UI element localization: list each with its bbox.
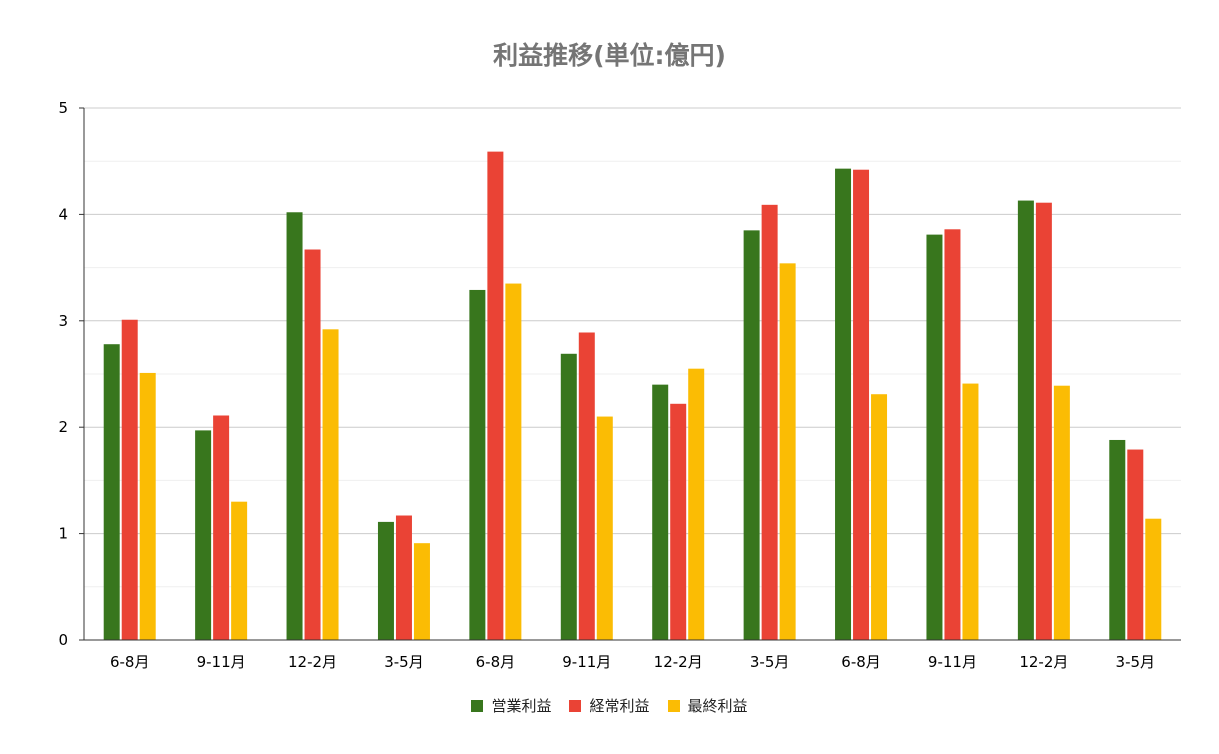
bar	[487, 151, 504, 640]
bar	[1017, 200, 1034, 640]
x-tick-label: 12-2月	[288, 653, 337, 671]
y-tick-label: 2	[58, 418, 68, 436]
legend-label: 営業利益	[491, 697, 552, 715]
x-tick-label: 3-5月	[384, 653, 424, 671]
bar	[926, 234, 943, 640]
bar	[670, 403, 687, 640]
bar	[286, 212, 303, 640]
x-tick-label: 6-8月	[841, 653, 881, 671]
bar	[213, 415, 230, 640]
x-tick-label: 9-11月	[562, 653, 611, 671]
bar	[688, 368, 705, 640]
legend-item: 経常利益	[569, 695, 650, 716]
bar	[1053, 385, 1070, 640]
bar	[944, 229, 961, 640]
legend-item: 最終利益	[667, 695, 748, 716]
legend-swatch	[667, 699, 680, 712]
legend-swatch	[471, 699, 484, 712]
x-tick-label: 12-2月	[1019, 653, 1068, 671]
x-tick-label: 12-2月	[654, 653, 703, 671]
bar	[962, 383, 979, 640]
bar	[1109, 439, 1126, 640]
bar	[103, 344, 120, 640]
y-tick-label: 1	[58, 525, 68, 543]
bar	[743, 230, 760, 641]
bar	[377, 521, 394, 640]
legend-swatch	[569, 699, 582, 712]
legend-label: 経常利益	[589, 697, 650, 715]
bar	[231, 501, 248, 640]
bar	[596, 416, 613, 640]
bar	[761, 204, 778, 640]
y-tick-label: 4	[58, 205, 68, 223]
bar	[121, 319, 138, 640]
x-tick-label: 9-11月	[928, 653, 977, 671]
bar	[195, 430, 212, 640]
bar	[560, 353, 577, 640]
bar	[779, 263, 796, 640]
bar	[578, 332, 595, 640]
x-tick-label: 3-5月	[1116, 653, 1156, 671]
x-tick-label: 6-8月	[110, 653, 150, 671]
bar	[871, 394, 888, 640]
bar	[835, 168, 852, 640]
x-tick-label: 9-11月	[197, 653, 246, 671]
bar	[505, 283, 522, 640]
legend: 営業利益 経常利益 最終利益	[0, 695, 1219, 716]
bar	[304, 249, 321, 640]
bar	[1035, 202, 1052, 641]
bar	[413, 543, 430, 640]
bar	[853, 169, 870, 640]
bar	[139, 372, 156, 640]
bar	[1145, 518, 1162, 640]
y-tick-label: 3	[58, 312, 68, 330]
y-tick-label: 5	[58, 99, 68, 117]
bar	[395, 515, 412, 640]
x-tick-label: 3-5月	[750, 653, 790, 671]
bar	[652, 384, 669, 640]
x-tick-label: 6-8月	[476, 653, 516, 671]
bar	[469, 289, 486, 640]
chart-title: 利益推移(単位:億円)	[493, 41, 726, 70]
bar	[1127, 449, 1144, 640]
bar	[322, 329, 339, 640]
legend-label: 最終利益	[687, 697, 748, 715]
y-tick-label: 0	[58, 631, 68, 649]
legend-item: 営業利益	[471, 695, 551, 716]
